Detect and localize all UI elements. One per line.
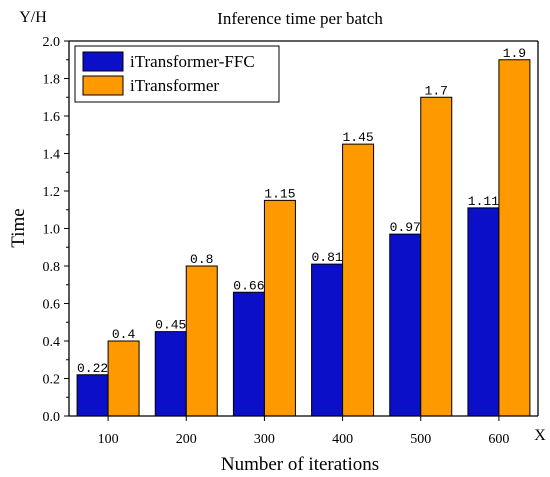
bar-iTransformer-FFC-200: [154, 331, 187, 417]
bar-iTransformer-400: [342, 143, 375, 417]
bar-iTransformer-FFC-300: [232, 291, 265, 417]
data-label-iTransformer-500: 1.7: [425, 83, 448, 98]
y-unit-label: Y/H: [19, 9, 47, 26]
y-tick-label-1.0: 1.0: [43, 223, 61, 238]
y-tick-label-0.8: 0.8: [43, 260, 61, 275]
data-label-iTransformer-300: 1.15: [264, 186, 295, 201]
legend-swatch-iTransformer-FFC: [82, 51, 124, 72]
x-tick-label-200: 200: [176, 432, 197, 447]
data-label-iTransformer-FFC-400: 0.81: [311, 250, 342, 265]
chart-title: Inference time per batch: [217, 9, 383, 28]
y-tick-label-1.8: 1.8: [43, 73, 61, 88]
x-tick-label-100: 100: [98, 432, 119, 447]
legend: iTransformer-FFC iTransformer: [74, 45, 280, 103]
y-tick-label-0.4: 0.4: [43, 335, 61, 350]
data-label-iTransformer-200: 0.8: [190, 252, 213, 267]
bar-iTransformer-300: [263, 199, 296, 417]
y-tick-label-1.4: 1.4: [43, 148, 61, 163]
x-tick-label-300: 300: [254, 432, 275, 447]
bar-iTransformer-500: [420, 96, 453, 417]
legend-swatch-iTransformer: [82, 75, 124, 96]
bar-iTransformer-FFC-600: [467, 207, 500, 417]
y-tick-label-0.6: 0.6: [43, 298, 61, 313]
data-label-iTransformer-600: 1.9: [503, 46, 526, 61]
legend-label-iTransformer: iTransformer: [130, 76, 219, 95]
y-tick-label-0.0: 0.0: [43, 410, 61, 425]
bar-iTransformer-FFC-500: [389, 233, 422, 417]
y-tick-label-2.0: 2.0: [43, 35, 61, 50]
y-tick-label-1.6: 1.6: [43, 110, 61, 125]
data-label-iTransformer-400: 1.45: [342, 130, 373, 145]
x-axis-label: Number of iterations: [221, 454, 379, 475]
x-tick-label-500: 500: [410, 432, 431, 447]
x-tick-label-600: 600: [488, 432, 509, 447]
data-label-iTransformer-FFC-200: 0.45: [155, 318, 186, 333]
y-tick-label-1.2: 1.2: [43, 185, 61, 200]
plot-area: 0.22 0.45 0.66 0.81 0.97 1.11 0.4 0.8 1.15 1.45 1.…: [43, 35, 539, 447]
data-label-iTransformer-FFC-600: 1.11: [468, 194, 499, 209]
bar-iTransformer-FFC-400: [311, 263, 344, 417]
data-label-iTransformer-FFC-500: 0.97: [390, 220, 421, 235]
data-label-iTransformer-FFC-100: 0.22: [77, 361, 108, 376]
x-unit-label: X: [534, 427, 546, 444]
y-tick-label-0.2: 0.2: [43, 373, 61, 388]
data-label-iTransformer-100: 0.4: [112, 327, 136, 342]
bar-iTransformer-100: [107, 340, 140, 417]
x-tick-label-400: 400: [332, 432, 353, 447]
bar-iTransformer-600: [498, 59, 531, 417]
bar-iTransformer-200: [185, 265, 218, 417]
legend-label-iTransformer-FFC: iTransformer-FFC: [130, 52, 255, 71]
y-axis-label: Time: [8, 208, 29, 247]
bar-iTransformer-FFC-100: [76, 374, 109, 417]
data-label-iTransformer-FFC-300: 0.66: [233, 278, 264, 293]
